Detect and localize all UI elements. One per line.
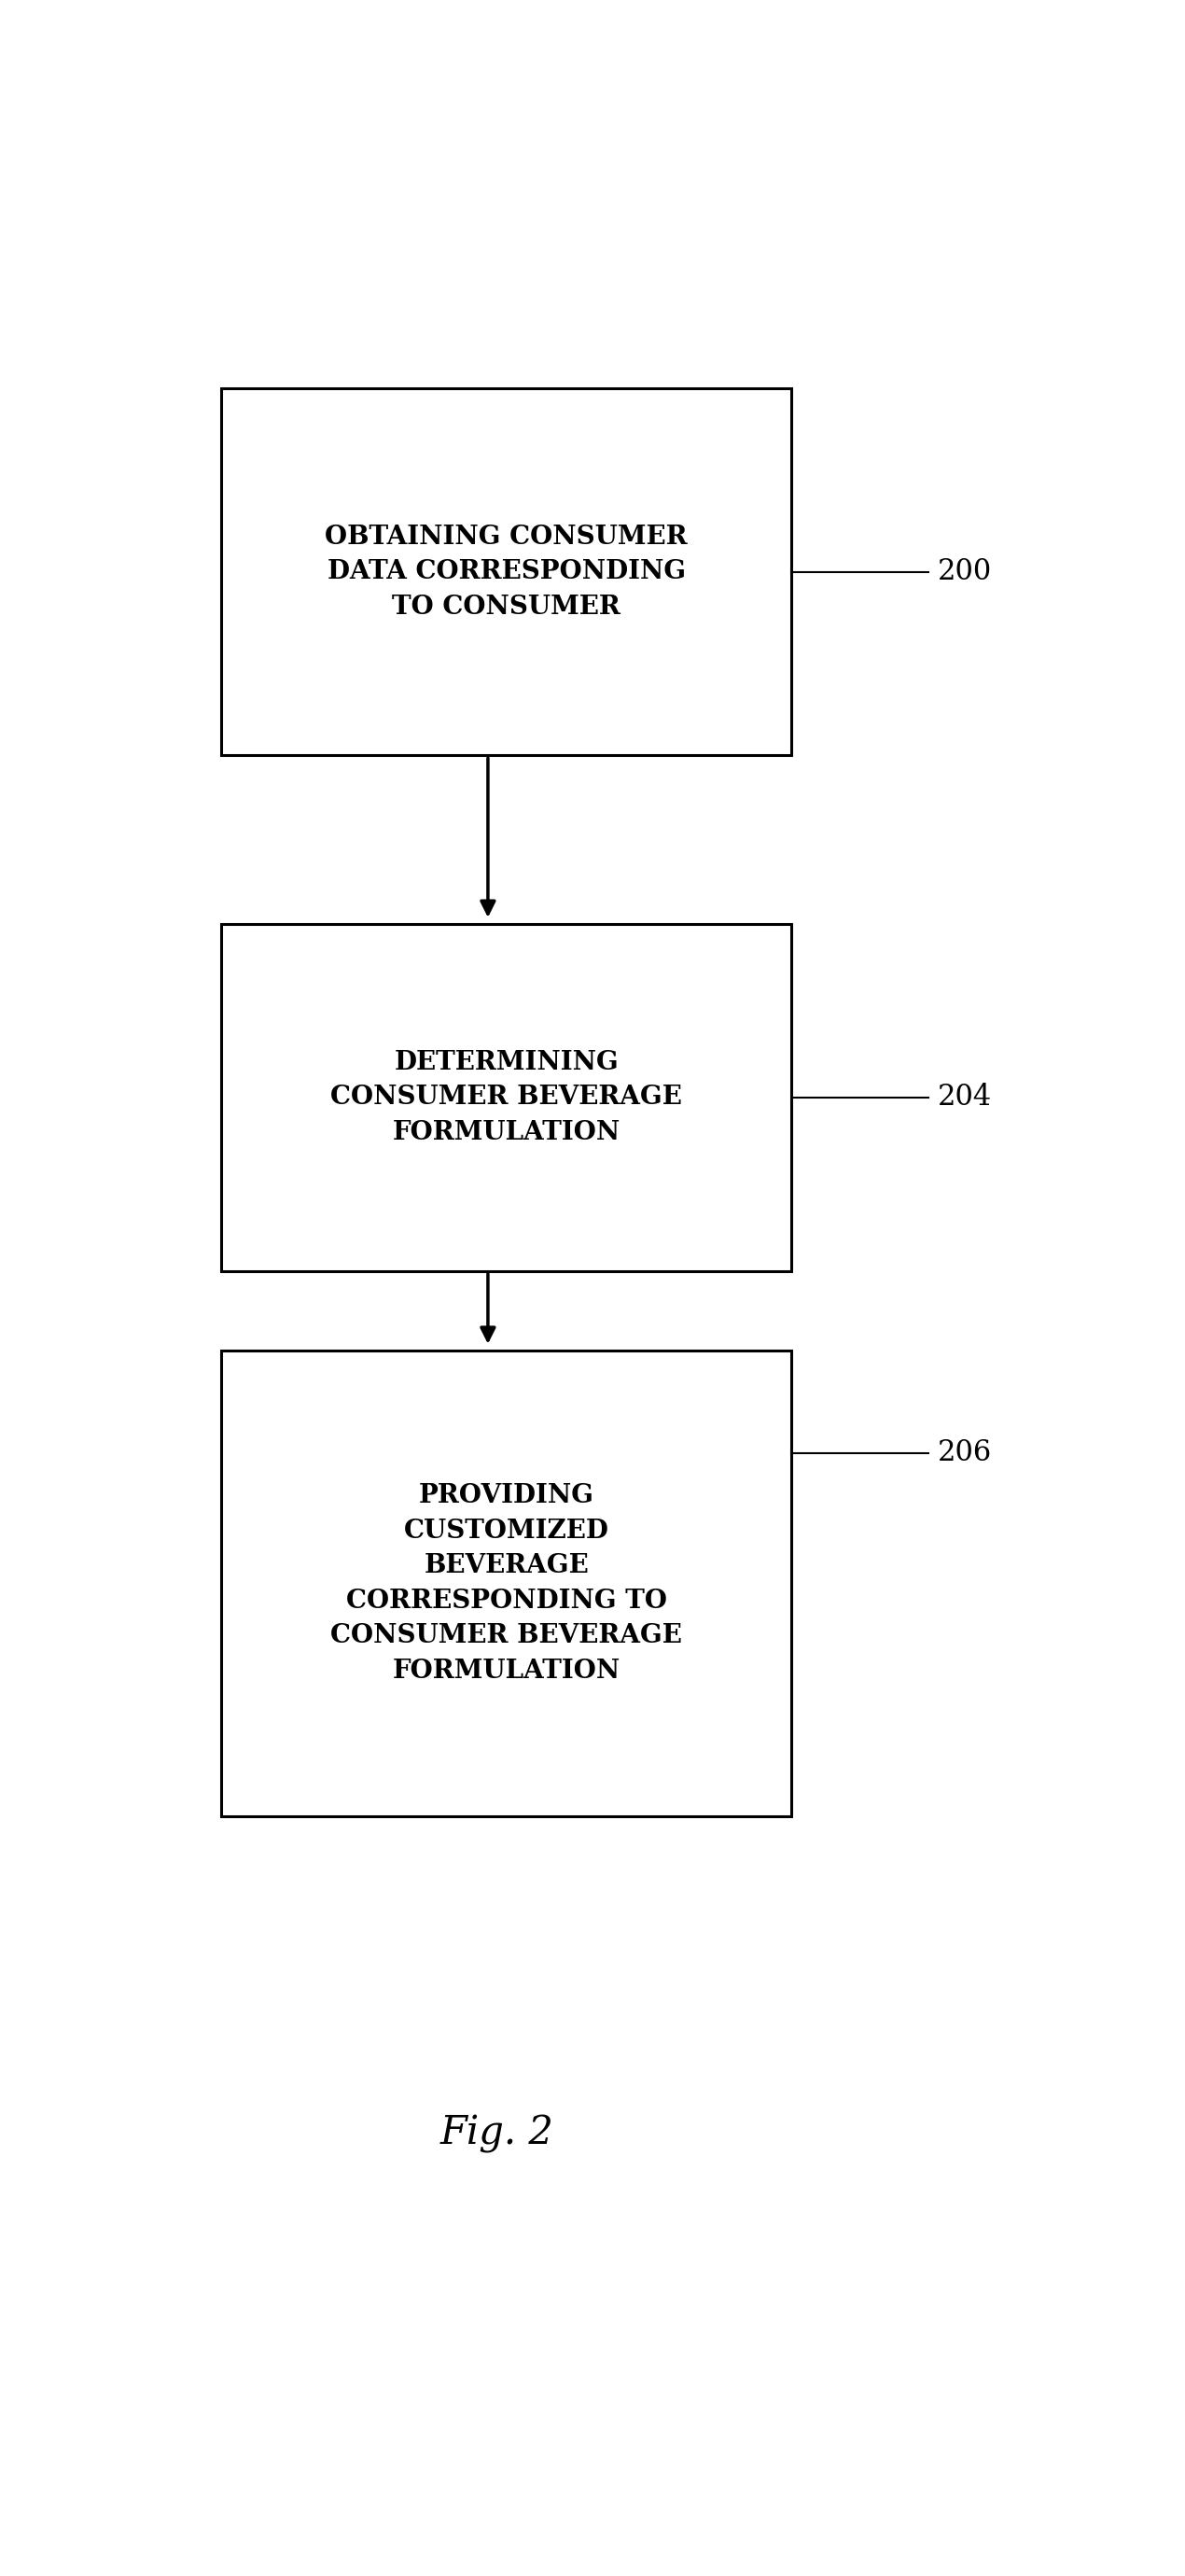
Bar xyxy=(222,1350,792,1816)
Bar xyxy=(222,389,792,755)
Bar xyxy=(222,925,792,1270)
Text: PROVIDING
CUSTOMIZED
BEVERAGE
CORRESPONDING TO
CONSUMER BEVERAGE
FORMULATION: PROVIDING CUSTOMIZED BEVERAGE CORRESPOND… xyxy=(331,1484,683,1685)
Text: 206: 206 xyxy=(939,1437,992,1468)
Text: DETERMINING
CONSUMER BEVERAGE
FORMULATION: DETERMINING CONSUMER BEVERAGE FORMULATIO… xyxy=(331,1051,683,1146)
Text: Fig. 2: Fig. 2 xyxy=(441,2115,553,2154)
Text: 200: 200 xyxy=(939,556,992,587)
Text: OBTAINING CONSUMER
DATA CORRESPONDING
TO CONSUMER: OBTAINING CONSUMER DATA CORRESPONDING TO… xyxy=(325,526,687,621)
Text: 204: 204 xyxy=(939,1082,992,1113)
